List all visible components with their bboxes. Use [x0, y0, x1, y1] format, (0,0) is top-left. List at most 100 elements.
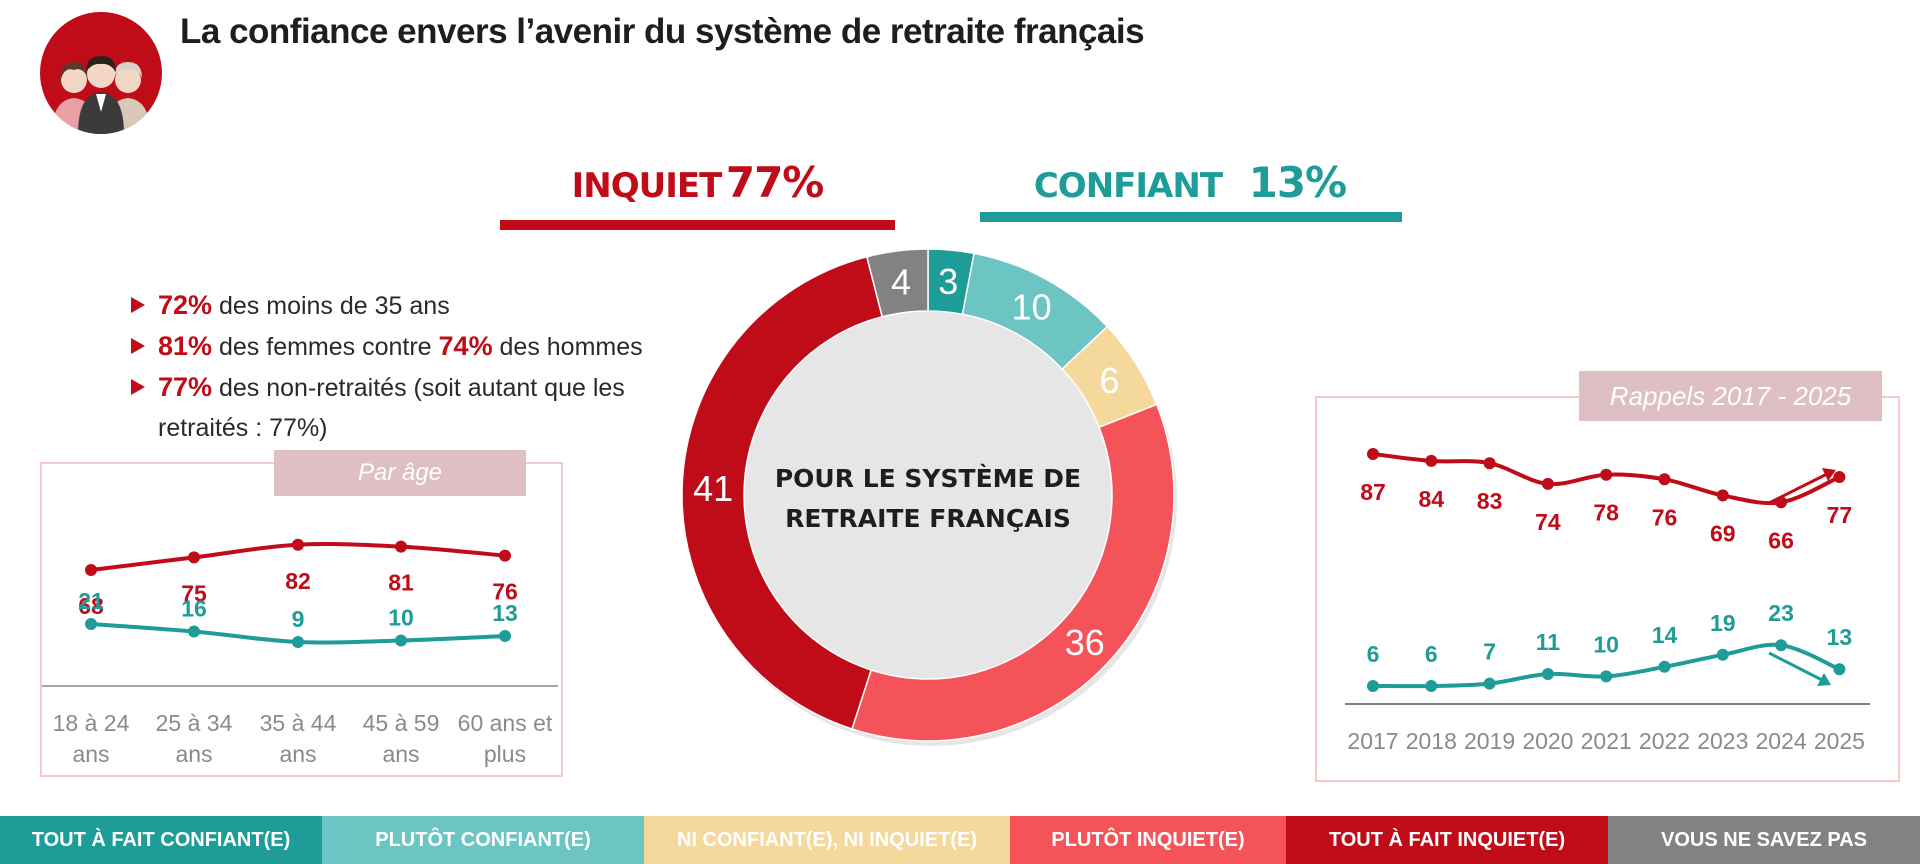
donut-chart: 3 10 6 36 41 4 POUR LE SYSTÈME DE RETRAITE FRAN… [681, 248, 1177, 746]
legend-bar: TOUT À FAIT CONFIANT(E) PLUTÔT CONFIANT(E… [0, 816, 1920, 864]
trend-down-arrow [1768, 651, 1823, 682]
finding-pct: 72% [158, 290, 213, 320]
recall-tick-label: 2017 [1347, 728, 1398, 754]
recall-inquiet-label: 74 [1535, 509, 1561, 535]
legend-item: VOUS NE SAVEZ PAS [1608, 816, 1920, 864]
recall-inquiet-label: 78 [1593, 500, 1619, 526]
confiant-percent: 13% [1248, 158, 1348, 207]
recall-inquiet-label: 76 [1652, 504, 1678, 530]
confiant-headline: CONFIANT 13% [980, 158, 1400, 207]
donut-slice [681, 255, 884, 730]
recall-tick-label: 2018 [1406, 728, 1457, 754]
donut-value-label: 41 [693, 468, 733, 509]
trend-down-arrow-head [1817, 673, 1831, 686]
finding-text: des hommes [492, 333, 643, 361]
legend-item: PLUTÔT INQUIET(E) [1010, 816, 1286, 864]
age-inquiet-label: 75 [181, 580, 207, 606]
age-tick-label: 60 ans et [458, 710, 553, 736]
age-tick-label: ans [382, 741, 419, 767]
people-avatar-icon [40, 12, 162, 134]
finding-under-35: 72% des moins de 35 ans [128, 285, 643, 326]
age-tick-label: ans [279, 741, 316, 767]
age-confiant-label: 16 [181, 596, 207, 622]
age-confiant-label: 10 [388, 605, 414, 631]
recall-inquiet-point [1833, 471, 1846, 483]
finding-pct: 77% [158, 372, 213, 402]
recall-confiant-point [1833, 663, 1846, 676]
finding-gender: 81% des femmes contre 74% des hommes [128, 326, 643, 367]
page-title: La confiance envers l’avenir du système … [180, 12, 1145, 51]
legend-item: TOUT À FAIT INQUIET(E) [1286, 816, 1608, 864]
recall-tick-label: 2021 [1581, 728, 1632, 754]
recall-confiant-point [1658, 660, 1671, 673]
recall-confiant-label: 14 [1652, 622, 1678, 648]
donut-slice [865, 248, 929, 318]
confiant-label: CONFIANT [1033, 166, 1223, 206]
finding-text-continued: retraités : 77%) [158, 414, 328, 442]
finding-text: des moins de 35 ans [212, 292, 450, 320]
recall-inquiet-point [1658, 473, 1671, 486]
confiant-underline [980, 212, 1402, 222]
recall-confiant-point [1367, 680, 1379, 692]
donut-center-title: RETRAITE FRANÇAIS [785, 504, 1071, 533]
donut-center-title: POUR LE SYSTÈME DE [775, 464, 1081, 493]
age-inquiet-point [188, 551, 200, 564]
recall-confiant-point [1775, 639, 1788, 652]
age-confiant-point [499, 630, 511, 642]
triangle-bullet-icon [131, 338, 145, 354]
age-tick-label: plus [484, 741, 526, 767]
recall-inquiet-label: 83 [1477, 488, 1503, 514]
inquiet-underline [500, 220, 895, 230]
age-tick-label: ans [72, 741, 109, 767]
donut-value-label: 4 [891, 262, 911, 303]
recall-inquiet-point [1483, 457, 1496, 470]
recall-confiant-label: 10 [1593, 631, 1619, 657]
recall-tick-label: 2025 [1814, 728, 1865, 754]
age-inquiet-label: 76 [492, 579, 518, 605]
recall-inquiet-point [1541, 477, 1554, 490]
recall-confiant-point [1425, 680, 1438, 692]
trend-up-arrow [1768, 472, 1828, 505]
recall-confiant-label: 11 [1536, 629, 1561, 655]
age-inquiet-label: 81 [388, 570, 414, 596]
age-chart-tag: Par âge [274, 450, 526, 496]
age-confiant-label: 21 [78, 588, 104, 614]
recall-tick-label: 2019 [1464, 728, 1515, 754]
legend-item: PLUTÔT CONFIANT(E) [322, 816, 644, 864]
recall-tick-label: 2022 [1639, 728, 1690, 754]
recall-inquiet-label: 66 [1768, 527, 1794, 553]
legend-item: NI CONFIANT(E), NI INQUIET(E) [644, 816, 1010, 864]
age-confiant-point [395, 634, 407, 647]
recall-confiant-point [1483, 677, 1496, 690]
recall-tick-label: 2023 [1697, 728, 1748, 754]
recall-tick-label: 2024 [1756, 728, 1807, 754]
recall-confiant-label: 23 [1768, 600, 1794, 626]
age-confiant-point [85, 618, 97, 630]
age-tick-label: 18 à 24 [53, 710, 130, 736]
key-findings-list: 72% des moins de 35 ans 81% des femmes c… [128, 285, 643, 448]
age-confiant-point [188, 625, 200, 638]
recall-confiant-label: 13 [1827, 624, 1853, 650]
recall-inquiet-label: 87 [1360, 479, 1386, 505]
recall-inquiet-label: 77 [1827, 502, 1853, 528]
finding-text: des femmes contre [212, 333, 439, 361]
donut-shadow [685, 254, 1177, 746]
recall-confiant-point [1541, 668, 1554, 680]
age-inquiet-point [395, 540, 407, 553]
age-tick-label: 25 à 34 [156, 710, 233, 736]
recall-confiant-label: 6 [1367, 641, 1380, 667]
age-confiant-label: 13 [492, 600, 518, 626]
recall-confiant-point [1716, 648, 1729, 661]
age-tick-label: 45 à 59 [363, 710, 440, 736]
recall-confiant-label: 6 [1425, 641, 1438, 667]
donut-value-label: 3 [938, 261, 958, 302]
recall-tick-label: 2020 [1522, 728, 1573, 754]
age-inquiet-point [292, 538, 304, 551]
recall-inquiet-point [1600, 468, 1613, 481]
donut-value-label: 36 [1065, 622, 1105, 663]
finding-text: des non-retraités (soit autant que les [212, 374, 625, 402]
recall-inquiet-point [1425, 454, 1438, 467]
age-confiant-point [292, 636, 304, 648]
